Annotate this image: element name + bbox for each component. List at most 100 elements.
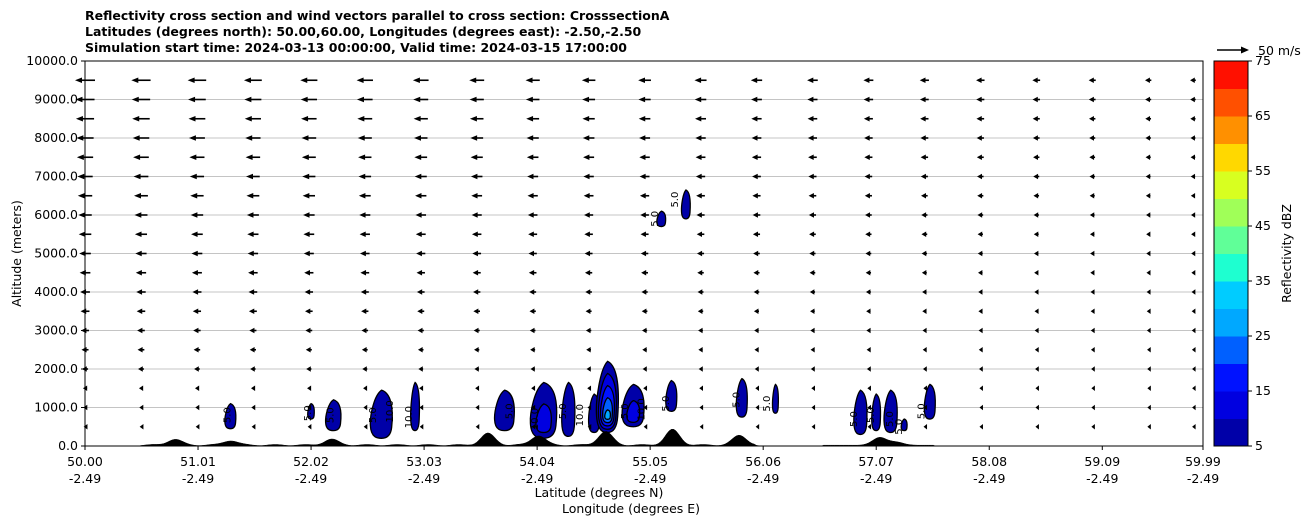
wind-vector-head bbox=[75, 96, 83, 103]
wind-vector bbox=[1090, 308, 1095, 315]
wind-vector-head bbox=[77, 192, 85, 199]
wind-vector-head bbox=[414, 154, 422, 161]
wind-vector bbox=[1192, 385, 1196, 392]
wind-vector bbox=[922, 346, 927, 353]
wind-vector bbox=[811, 385, 815, 392]
x-tick-label-lon: -2.49 bbox=[1086, 471, 1118, 486]
wind-vector-head bbox=[413, 135, 421, 141]
wind-vector bbox=[752, 173, 761, 180]
colorbar-segment bbox=[1214, 336, 1248, 364]
wind-vector-head bbox=[1090, 289, 1095, 295]
wind-vector bbox=[251, 404, 256, 411]
wind-vector-head bbox=[134, 231, 142, 238]
wind-vector-head bbox=[471, 192, 478, 199]
wind-vector-head bbox=[1089, 115, 1094, 122]
wind-vector-head bbox=[698, 327, 703, 334]
wind-vector bbox=[1089, 115, 1096, 122]
wind-vector-head bbox=[1146, 231, 1151, 238]
wind-vector bbox=[1191, 289, 1196, 295]
contour-label: 10.0 bbox=[637, 398, 648, 420]
wind-vector-head bbox=[867, 385, 871, 392]
wind-vector bbox=[921, 192, 928, 199]
wind-vector-head bbox=[527, 192, 534, 199]
y-tick-label: 8000.0 bbox=[34, 130, 78, 145]
wind-vector-head bbox=[1191, 269, 1196, 276]
wind-vector bbox=[978, 289, 983, 295]
wind-vector bbox=[247, 250, 259, 257]
wind-vector-head bbox=[695, 135, 702, 141]
wind-vector-head bbox=[469, 115, 477, 122]
wind-vector-head bbox=[1145, 154, 1151, 161]
wind-vector-head bbox=[863, 77, 870, 84]
wind-vector bbox=[864, 135, 873, 141]
wind-vector-head bbox=[415, 212, 422, 218]
wind-vector-head bbox=[978, 346, 983, 353]
wind-vector bbox=[1147, 385, 1151, 392]
wind-vector-head bbox=[190, 192, 198, 199]
wind-vector-head bbox=[250, 366, 255, 372]
wind-vector bbox=[76, 154, 94, 161]
wind-vector bbox=[194, 385, 200, 392]
wind-vector bbox=[188, 135, 205, 141]
wind-vector-head bbox=[132, 115, 140, 122]
wind-vector bbox=[192, 308, 202, 315]
wind-vector-head bbox=[1191, 231, 1196, 238]
wind-vector bbox=[419, 404, 424, 411]
wind-vector-head bbox=[584, 212, 590, 218]
wind-vector bbox=[810, 346, 815, 353]
wind-vector-head bbox=[249, 346, 255, 353]
wind-vector bbox=[361, 308, 369, 315]
wind-vector bbox=[809, 269, 816, 276]
wind-vector bbox=[1191, 269, 1196, 276]
wind-vector-head bbox=[641, 289, 647, 295]
wind-vector-head bbox=[979, 404, 983, 411]
wind-vector bbox=[527, 212, 538, 218]
wind-vector-head bbox=[419, 404, 424, 411]
wind-vector bbox=[1145, 154, 1151, 161]
wind-vector bbox=[752, 192, 761, 199]
wind-vector-head bbox=[361, 346, 367, 353]
wind-vector bbox=[1088, 96, 1096, 103]
wind-vector bbox=[248, 289, 258, 295]
contour-band bbox=[853, 389, 868, 436]
wind-vector-head bbox=[922, 366, 927, 372]
wind-vector-head bbox=[1089, 135, 1094, 141]
wind-vector-head bbox=[582, 135, 590, 141]
contour-band bbox=[369, 389, 393, 439]
wind-vector-head bbox=[194, 385, 200, 392]
wind-vector bbox=[922, 289, 927, 295]
wind-vector bbox=[807, 77, 818, 84]
wind-vector bbox=[754, 366, 759, 372]
wind-vector-head bbox=[638, 96, 646, 103]
wind-vector-head bbox=[300, 77, 308, 84]
wind-vector-head bbox=[243, 77, 251, 84]
y-tick-label: 0.0 bbox=[58, 438, 78, 453]
wind-vector-head bbox=[586, 366, 591, 372]
wind-vector bbox=[698, 327, 703, 334]
wind-vector-head bbox=[864, 173, 870, 180]
title-line-3: Simulation start time: 2024-03-13 00:00:… bbox=[85, 40, 627, 55]
wind-vector bbox=[809, 231, 816, 238]
y-tick-label: 5000.0 bbox=[34, 246, 78, 261]
colorbar-segment bbox=[1214, 418, 1248, 447]
wind-vector bbox=[529, 327, 536, 334]
wind-vector-head bbox=[586, 346, 591, 353]
wind-vector bbox=[1191, 327, 1196, 334]
wind-vector bbox=[357, 115, 373, 122]
contour-label: 5.0 bbox=[894, 419, 905, 435]
wind-vector bbox=[138, 385, 144, 392]
wind-vector bbox=[587, 423, 592, 430]
wind-vector-head bbox=[695, 115, 702, 122]
wind-vector-head bbox=[133, 154, 141, 161]
wind-vector-head bbox=[76, 135, 84, 141]
wind-vector bbox=[1146, 231, 1151, 238]
wind-vector-head bbox=[1191, 327, 1196, 334]
wind-vector bbox=[415, 212, 427, 218]
wind-vector bbox=[1146, 327, 1151, 334]
wind-vector bbox=[1190, 115, 1196, 122]
wind-vector bbox=[303, 250, 314, 257]
wind-vector-head bbox=[807, 135, 814, 141]
wind-vector-head bbox=[977, 231, 983, 238]
wind-vector bbox=[134, 212, 148, 218]
wind-vector-head bbox=[469, 77, 477, 84]
